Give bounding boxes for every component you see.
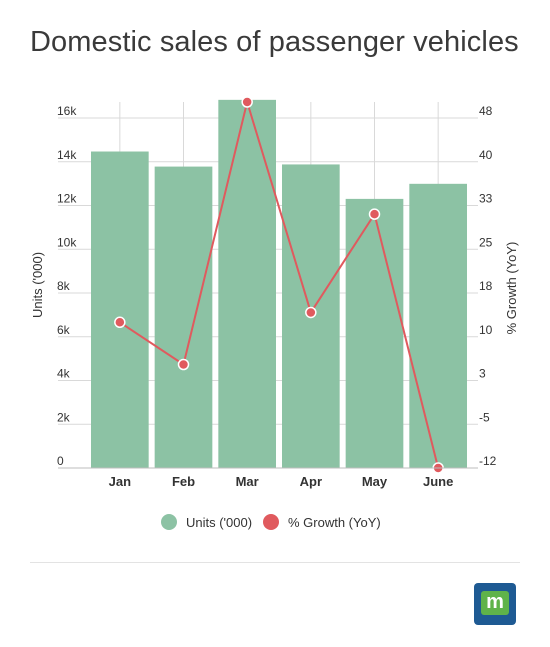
- y-tick-label: 0: [57, 454, 64, 468]
- growth-point: [305, 306, 317, 319]
- divider: [30, 562, 520, 563]
- y2-tick-label: 18: [479, 279, 493, 293]
- y-tick-label: 12k: [57, 192, 77, 206]
- bar: [345, 198, 404, 468]
- y-tick-label: 6k: [57, 323, 71, 337]
- y-tick-label: 4k: [57, 367, 71, 381]
- y2-axis-title: % Growth (YoY): [504, 242, 519, 335]
- y2-tick-label: 33: [479, 192, 493, 206]
- bar-series: [91, 99, 467, 469]
- y2-tick-label: 3: [479, 367, 486, 381]
- growth-line: [119, 98, 440, 469]
- y-tick-label: 8k: [57, 279, 71, 293]
- axes: 0 -12 2k -5 4k 3 6k 10 8k 18 10k 25 12k 33 14k 40 16k 48 J…: [30, 104, 519, 489]
- legend-label: % Growth (YoY): [288, 515, 381, 530]
- x-tick-label: Mar: [236, 474, 259, 489]
- x-tick-label: Feb: [172, 474, 195, 489]
- y-tick-label: 16k: [57, 104, 77, 118]
- bar: [91, 151, 149, 469]
- x-tick-label: May: [362, 474, 388, 489]
- y-axis-title: Units ('000): [30, 252, 45, 318]
- legend-label: Units ('000): [186, 515, 252, 530]
- growth-point: [177, 358, 190, 371]
- y2-tick-label: -5: [479, 410, 490, 424]
- y2-tick-label: 10: [479, 323, 493, 337]
- y-tick-label: 2k: [57, 410, 71, 424]
- chart-title: Domestic sales of passenger vehicles: [30, 26, 519, 58]
- brand-logo[interactable]: m: [474, 583, 516, 625]
- y2-tick-label: 48: [479, 104, 493, 118]
- growth-point: [368, 208, 381, 220]
- growth-point: [241, 96, 253, 108]
- y-tick-label: 10k: [57, 235, 77, 249]
- bar: [154, 166, 213, 468]
- logo-letter: m: [481, 591, 509, 615]
- legend-swatch: [263, 514, 279, 530]
- combo-chart: 0 -12 2k -5 4k 3 6k 10 8k 18 10k 25 12k 33 14k 40 16k 48 J…: [30, 96, 519, 530]
- y2-tick-label: -12: [479, 454, 497, 468]
- bar: [409, 183, 467, 468]
- y2-tick-label: 25: [479, 235, 493, 249]
- y-tick-label: 14k: [57, 148, 77, 162]
- growth-point: [114, 316, 126, 329]
- x-tick-label: June: [423, 474, 453, 489]
- legend-swatch: [161, 514, 177, 530]
- y2-tick-label: 40: [479, 148, 493, 162]
- x-tick-label: Apr: [300, 474, 322, 489]
- x-tick-label: Jan: [109, 474, 131, 489]
- legend: Units ('000) % Growth (YoY): [161, 514, 381, 530]
- bar: [218, 99, 276, 469]
